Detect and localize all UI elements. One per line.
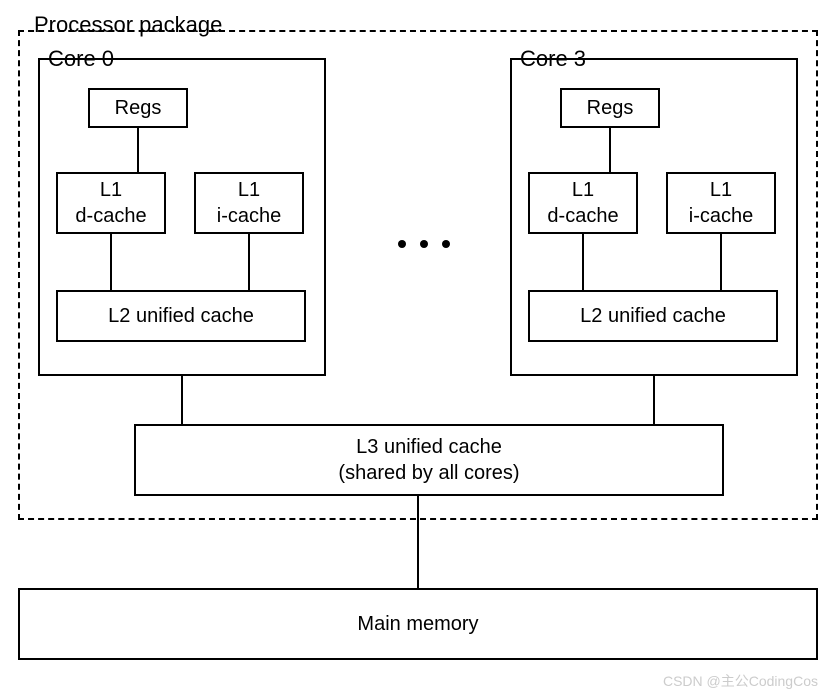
- regs-text: Regs: [587, 95, 634, 121]
- memory-text: Main memory: [357, 611, 478, 637]
- l3-cache: L3 unified cache (shared by all cores): [134, 424, 724, 496]
- l3-text-line2: (shared by all cores): [338, 460, 519, 486]
- core3-l1i: L1 i-cache: [666, 172, 776, 234]
- connector: [720, 234, 722, 290]
- ellipsis-icon: [398, 240, 450, 248]
- l3-text-line1: L3 unified cache: [356, 434, 502, 460]
- l1i-text: L1 i-cache: [217, 177, 281, 229]
- processor-diagram: Processor package Core 0 Regs L1 d-cache…: [10, 0, 826, 697]
- l1d-text: L1 d-cache: [547, 177, 618, 229]
- regs-text: Regs: [115, 95, 162, 121]
- connector: [609, 128, 611, 172]
- connector: [181, 376, 183, 424]
- core0-regs: Regs: [88, 88, 188, 128]
- core3-l2: L2 unified cache: [528, 290, 778, 342]
- l2-text: L2 unified cache: [108, 303, 254, 329]
- watermark-text: CSDN @主公CodingCos: [663, 671, 818, 691]
- core0-l1d: L1 d-cache: [56, 172, 166, 234]
- connector: [248, 234, 250, 290]
- connector: [417, 496, 419, 588]
- core3-l1d: L1 d-cache: [528, 172, 638, 234]
- connector: [653, 376, 655, 424]
- connector: [137, 128, 139, 172]
- core3-regs: Regs: [560, 88, 660, 128]
- l1d-text: L1 d-cache: [75, 177, 146, 229]
- connector: [110, 234, 112, 290]
- main-memory: Main memory: [18, 588, 818, 660]
- connector: [582, 234, 584, 290]
- l2-text: L2 unified cache: [580, 303, 726, 329]
- l1i-text: L1 i-cache: [689, 177, 753, 229]
- core0-l1i: L1 i-cache: [194, 172, 304, 234]
- core0-l2: L2 unified cache: [56, 290, 306, 342]
